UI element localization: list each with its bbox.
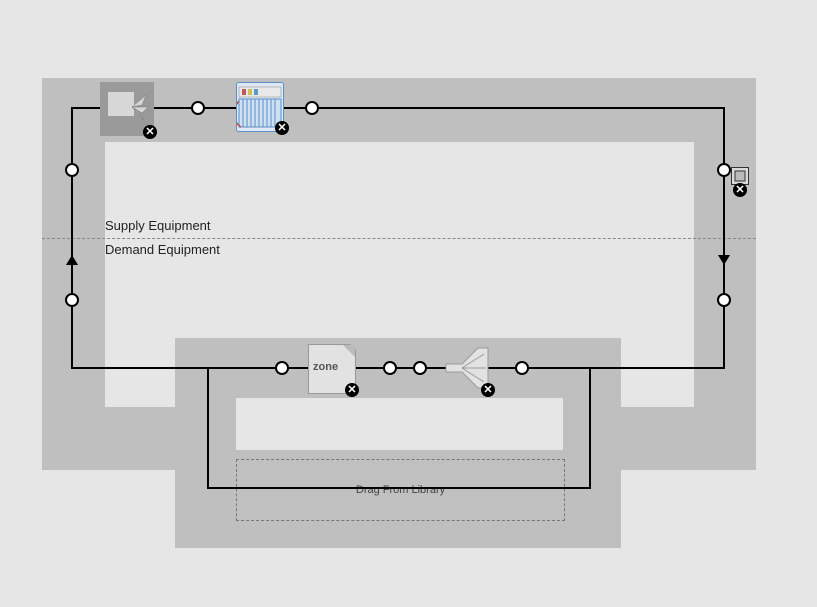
pipe-left-vertical [71, 107, 73, 369]
node-left-lower[interactable] [65, 293, 79, 307]
flow-arrow-left [66, 255, 78, 265]
setpoint-icon [732, 168, 748, 184]
coil-delete-icon[interactable]: ✕ [275, 121, 289, 135]
supply-label: Supply Equipment [105, 218, 211, 233]
fan-blades-icon [128, 92, 154, 122]
node-left-upper[interactable] [65, 163, 79, 177]
pipe-supply-top [72, 107, 725, 109]
pipe-demand-bottom [207, 487, 591, 489]
supply-demand-divider [42, 238, 756, 239]
diffuser-delete-icon[interactable]: ✕ [481, 383, 495, 397]
node-demand-mid1[interactable] [383, 361, 397, 375]
diagram-canvas: Drag From Library Supply Equipment Deman… [0, 0, 817, 607]
pipe-demand-top [72, 367, 725, 369]
node-after-diffuser[interactable] [515, 361, 529, 375]
node-right-upper[interactable] [717, 163, 731, 177]
pipe-demand-left-vertical [207, 367, 209, 489]
node-before-zone[interactable] [275, 361, 289, 375]
drag-from-library-zone[interactable]: Drag From Library [236, 459, 565, 521]
pipe-demand-right-vertical [589, 367, 591, 489]
zone-delete-icon[interactable]: ✕ [345, 383, 359, 397]
drag-zone-label: Drag From Library [356, 484, 445, 496]
node-demand-mid2[interactable] [413, 361, 427, 375]
node-after-coil[interactable] [305, 101, 319, 115]
zone-corner-fold [343, 345, 355, 357]
demand-loop-cutout [236, 398, 563, 450]
fan-delete-icon[interactable]: ✕ [143, 125, 157, 139]
flow-arrow-right [718, 255, 730, 265]
zone-label: zone [313, 361, 338, 373]
pipe-right-vertical [723, 107, 725, 369]
node-right-lower[interactable] [717, 293, 731, 307]
node-after-fan[interactable] [191, 101, 205, 115]
setpoint-delete-icon[interactable]: ✕ [733, 183, 747, 197]
demand-label: Demand Equipment [105, 242, 220, 257]
